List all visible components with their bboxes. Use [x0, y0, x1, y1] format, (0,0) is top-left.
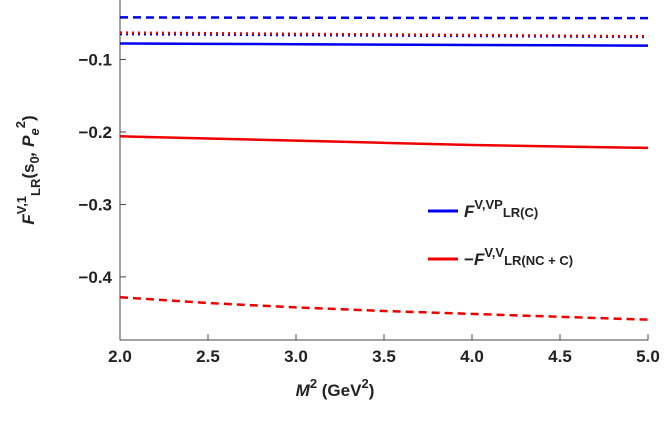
x-tick-label: 2.0 — [108, 347, 132, 366]
y-tick-label: −0.1 — [78, 50, 112, 69]
x-axis-label: M2 (GeV2) — [296, 376, 375, 400]
y-axis-label: FV,1LR(s0, Pe2) — [13, 115, 43, 224]
series-line — [119, 16, 649, 20]
legend-label: −FV,VLR(NC + C) — [464, 245, 573, 269]
y-tick-label: −0.3 — [78, 195, 112, 214]
x-tick-label: 3.5 — [372, 347, 396, 366]
x-tick-label: 2.5 — [196, 347, 220, 366]
label-part: (GeV — [317, 381, 362, 400]
label-part: 2 — [310, 376, 317, 391]
series-line — [119, 135, 649, 150]
label-part: 0 — [27, 156, 42, 163]
label-part: LR(NC + C) — [504, 253, 573, 268]
series-line — [119, 31, 649, 38]
label-part: LR(C) — [503, 205, 538, 220]
series-line — [119, 42, 649, 47]
label-part: F — [474, 250, 485, 269]
label-part: (s — [19, 163, 38, 178]
label-part: M — [296, 381, 311, 400]
series-line — [119, 295, 649, 321]
x-tick-label: 4.5 — [548, 347, 572, 366]
label-part: F — [19, 214, 38, 225]
x-tick-label: 5.0 — [636, 347, 660, 366]
label-part: V,1 — [14, 196, 29, 214]
label-part: F — [464, 202, 475, 221]
label-part: 2 — [13, 121, 28, 128]
y-tick-label: −0.4 — [78, 268, 112, 287]
label-part: 2 — [361, 376, 368, 391]
label-part: e — [27, 128, 42, 135]
x-tick-label: 4.0 — [460, 347, 484, 366]
label-part: , P — [19, 135, 38, 157]
label-part: ) — [369, 381, 375, 400]
label-part: − — [464, 250, 474, 269]
label-part: ) — [19, 115, 38, 121]
y-tick-label: −0.2 — [78, 123, 112, 142]
x-tick-label: 3.0 — [284, 347, 308, 366]
legend-label: FV,VPLR(C) — [464, 197, 538, 221]
label-part: LR — [28, 178, 43, 196]
label-part: V,VP — [474, 197, 503, 212]
label-part: V,V — [484, 245, 504, 260]
